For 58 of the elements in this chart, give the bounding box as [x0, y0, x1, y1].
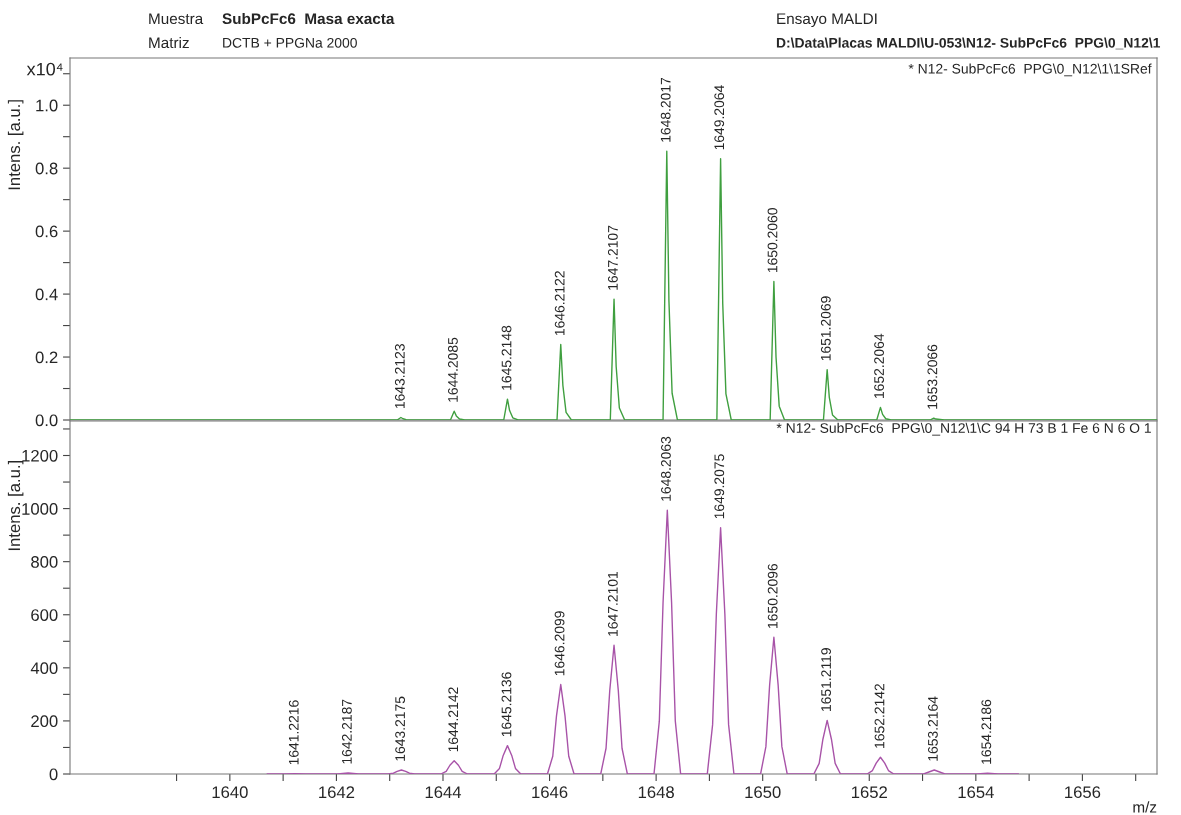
y-tick-label: 0.8: [35, 162, 58, 175]
x-tick-label: 1656: [1065, 786, 1101, 799]
annotation: 1646.2122: [554, 271, 565, 336]
annotation: 1647.2107: [607, 225, 618, 290]
y-tick-label: 0.6: [35, 225, 58, 238]
y-tick-label: 600: [31, 609, 58, 621]
annotation: 1649.2064: [714, 85, 725, 150]
text: SubPcFc6 Masa exacta: [222, 12, 395, 25]
annotation: 1650.2060: [767, 208, 778, 273]
annotation: 1653.2066: [927, 344, 938, 409]
text: D:\Data\Placas MALDI\U-053\N12- SubPcFc6 PPG\0_N12\1: [776, 37, 1161, 50]
y-axis-title: Intens. [a.u.]: [7, 100, 24, 190]
y-tick-label: 0.0: [35, 414, 58, 427]
y-tick-label: 200: [31, 715, 58, 728]
x-tick-label: 1642: [319, 786, 355, 799]
annotation: 1643.2175: [395, 696, 406, 761]
text: Muestra: [149, 13, 204, 25]
annotation: * N12- SubPcFc6 PPG\0_N12\1\C 94 H 73 B 1 Fe 6 N 6 O 1: [776, 422, 1151, 436]
x-axis-title: m/z: [1133, 801, 1157, 813]
text: x10⁴: [26, 62, 63, 76]
annotation: 1645.2148: [501, 325, 512, 390]
x-tick-label: 1650: [745, 786, 781, 799]
annotation: 1651.2119: [821, 648, 831, 711]
y-tick-label: 1000: [22, 502, 58, 515]
annotation: 1648.2017: [660, 77, 671, 142]
y-tick-label: 0.2: [35, 351, 58, 364]
y-tick-label: 1200: [22, 449, 58, 462]
y-tick-label: 1.0: [36, 99, 58, 112]
annotation: 1653.2164: [927, 696, 938, 761]
annotation: 1643.2123: [394, 344, 405, 409]
annotation: 1644.2142: [448, 687, 459, 752]
text: Matriz: [149, 36, 189, 49]
annotation: 1648.2063: [661, 436, 671, 501]
y-tick-label: 0: [49, 768, 58, 781]
annotation: 1652.2064: [874, 333, 884, 399]
x-tick-label: 1648: [638, 786, 674, 799]
annotation: 1650.2096: [767, 563, 778, 628]
y-tick-label: 400: [30, 662, 58, 675]
x-tick-label: 1644: [425, 786, 462, 799]
annotation: 1654.2186: [981, 699, 992, 764]
annotation: 1644.2085: [447, 337, 458, 402]
annotation: * N12- SubPcFc6 PPG\0_N12\1\1SRef: [908, 63, 1152, 77]
y-tick-label: 800: [31, 556, 58, 568]
text: Ensayo MALDI: [777, 13, 877, 28]
x-tick-label: 1646: [532, 786, 568, 799]
annotation: 1645.2136: [501, 672, 512, 737]
annotation: 1651.2069: [820, 296, 831, 361]
annotation: 1646.2099: [554, 611, 565, 676]
annotation: 1642.2187: [341, 699, 352, 764]
annotation: 1652.2142: [874, 683, 885, 748]
x-tick-label: 1640: [212, 786, 248, 799]
annotation: 1647.2101: [607, 571, 618, 636]
annotation: 1649.2075: [714, 454, 725, 519]
y-tick-label: 0.4: [35, 288, 58, 301]
x-tick-label: 1654: [958, 786, 994, 799]
annotation: 1641.2216: [288, 700, 299, 765]
text: DCTB + PPGNa 2000: [223, 37, 357, 48]
x-tick-label: 1652: [852, 786, 887, 799]
